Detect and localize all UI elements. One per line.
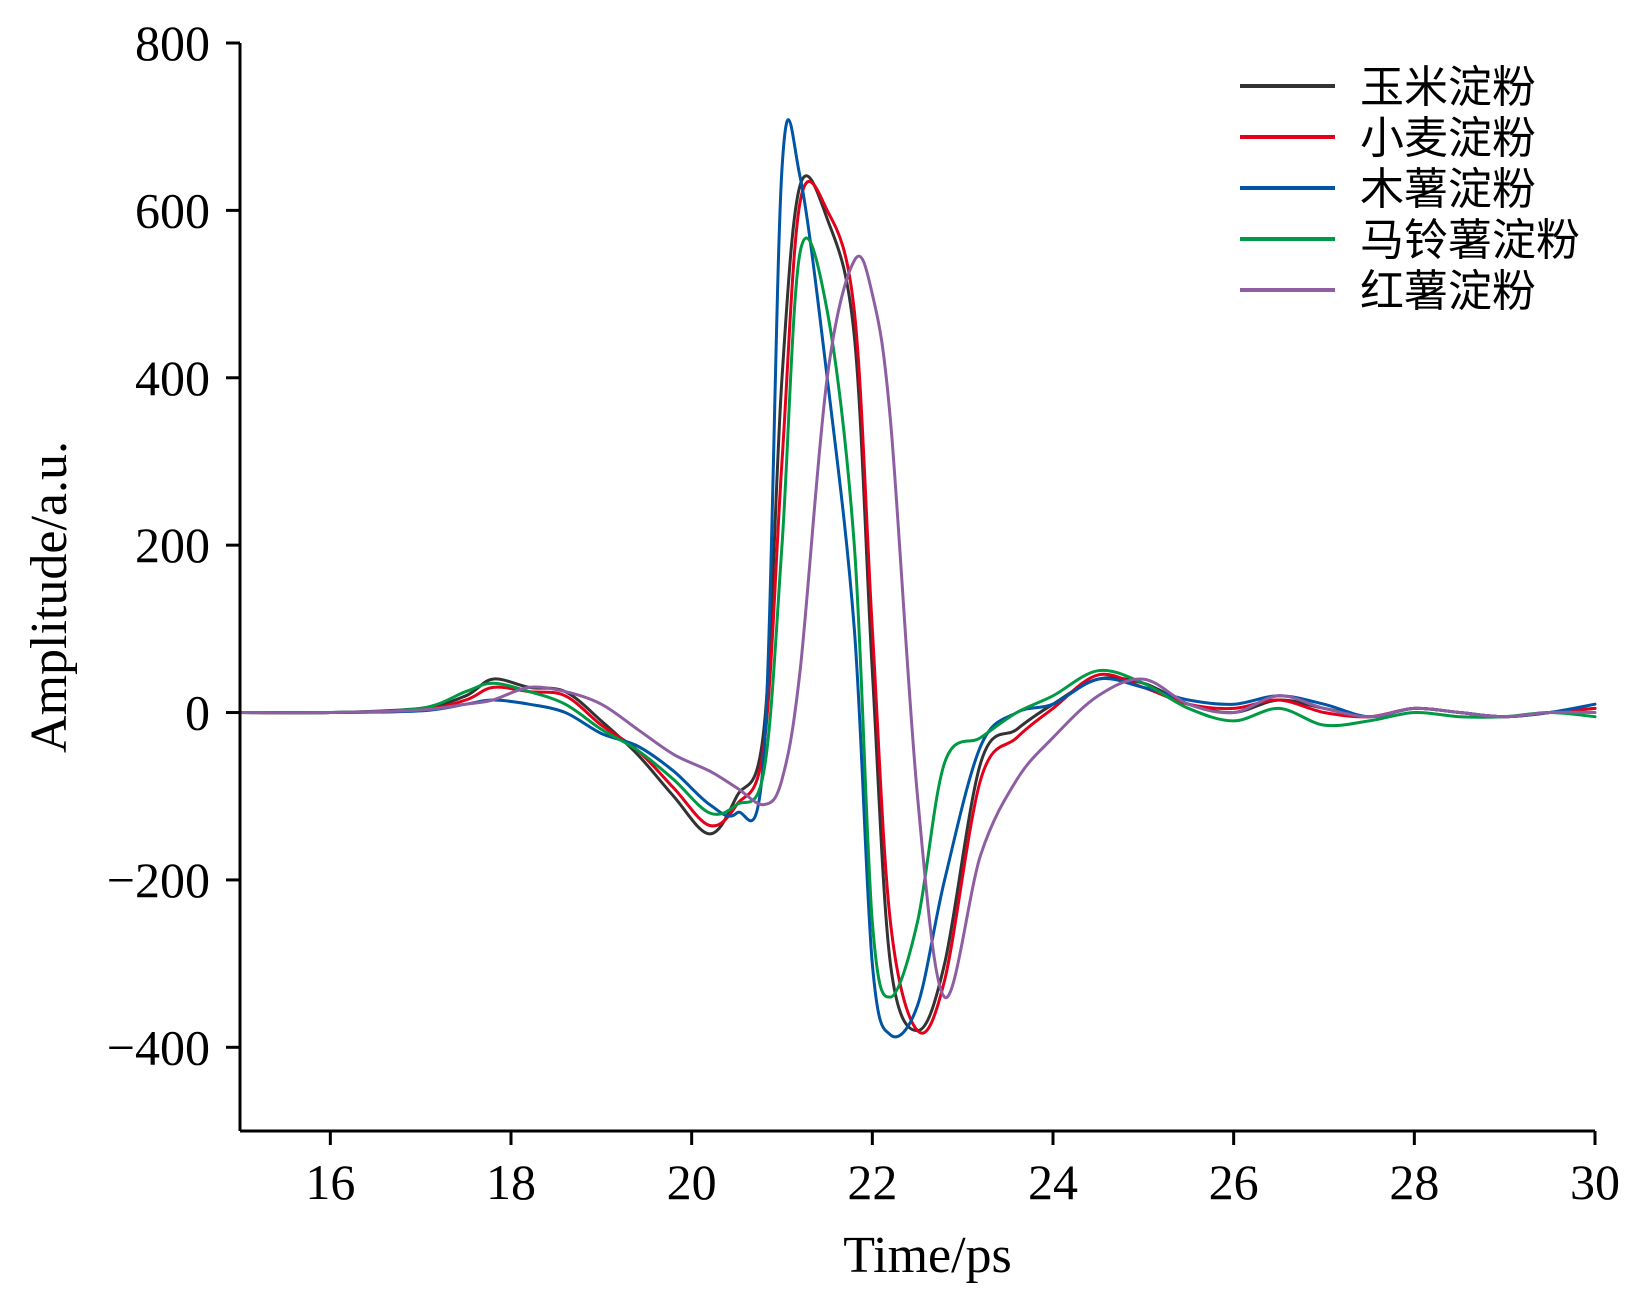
series-group <box>238 118 1597 1039</box>
legend-label-1: 玉米淀粉 <box>1360 62 1536 113</box>
x-tick-label: 18 <box>486 1154 536 1210</box>
legend-label-5: 红薯淀粉 <box>1360 266 1536 317</box>
series-line-4 <box>238 236 1597 999</box>
x-tick-label: 22 <box>847 1154 897 1210</box>
legend-label-4: 马铃薯淀粉 <box>1360 215 1580 266</box>
y-ticks: −400 −200 0 200 400 600 800 <box>107 15 240 1075</box>
y-tick-label: −200 <box>107 852 210 908</box>
series-line-2 <box>238 180 1597 1035</box>
y-tick-label: 800 <box>135 15 210 71</box>
y-tick-label: 200 <box>135 517 210 573</box>
plot-area: 16 18 20 22 24 26 28 30 −400 −200 0 200 400 600 800 <box>107 15 1620 1210</box>
y-tick-label: 400 <box>135 350 210 406</box>
y-axis-title: Amplitude/a.u. <box>21 441 78 753</box>
x-tick-label: 28 <box>1389 1154 1439 1210</box>
x-axis-title: Time/ps <box>843 1227 1012 1284</box>
y-tick-label: −400 <box>107 1019 210 1075</box>
y-tick-label: 600 <box>135 182 210 238</box>
x-tick-label: 16 <box>305 1154 355 1210</box>
y-tick-label: 0 <box>185 685 210 741</box>
x-tick-label: 20 <box>667 1154 717 1210</box>
x-ticks: 16 18 20 22 24 26 28 30 <box>305 1131 1620 1210</box>
x-tick-label: 26 <box>1209 1154 1259 1210</box>
x-tick-label: 24 <box>1028 1154 1078 1210</box>
legend-label-2: 小麦淀粉 <box>1360 113 1536 164</box>
x-tick-label: 30 <box>1570 1154 1620 1210</box>
series-line-5 <box>238 254 1597 999</box>
legend-label-3: 木薯淀粉 <box>1360 164 1536 215</box>
